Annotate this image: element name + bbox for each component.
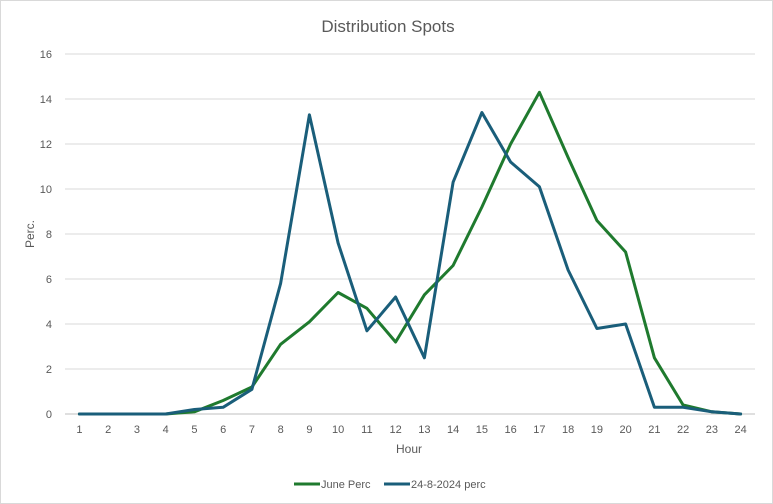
- x-tick-label: 23: [706, 424, 718, 436]
- x-tick-label: 7: [249, 424, 255, 436]
- x-tick-label: 22: [677, 424, 689, 436]
- legend-label: 24-8-2024 perc: [411, 479, 486, 491]
- x-tick-label: 2: [105, 424, 111, 436]
- series-line-2: [77, 111, 743, 416]
- x-tick-label: 14: [447, 424, 459, 436]
- x-tick-label: 6: [220, 424, 226, 436]
- y-axis-ticks: 0 2 4 6 8 10 12 14 16: [40, 49, 52, 421]
- y-tick-label: 10: [40, 184, 52, 196]
- y-tick-label: 4: [46, 319, 52, 331]
- x-tick-label: 4: [163, 424, 169, 436]
- y-tick-label: 16: [40, 49, 52, 61]
- y-axis-label: Perc.: [23, 220, 37, 248]
- x-tick-label: 12: [390, 424, 402, 436]
- gridlines: [65, 53, 755, 415]
- x-tick-label: 16: [505, 424, 517, 436]
- x-tick-label: 3: [134, 424, 140, 436]
- series-lines: [77, 90, 743, 416]
- x-tick-label: 21: [648, 424, 660, 436]
- x-tick-label: 10: [332, 424, 344, 436]
- x-tick-label: 20: [620, 424, 632, 436]
- x-tick-label: 9: [306, 424, 312, 436]
- series-line-1: [77, 90, 743, 416]
- x-axis-label: Hour: [396, 442, 422, 456]
- y-tick-label: 12: [40, 139, 52, 151]
- x-tick-label: 11: [361, 424, 372, 436]
- x-tick-label: 5: [191, 424, 197, 436]
- y-tick-label: 14: [40, 94, 52, 106]
- x-axis-ticks: 1 2 3 4 5 6 7 8 9 10 11 12 13 14 15 16 17 18 19 20 21 22 23 24: [76, 424, 746, 436]
- x-tick-label: 13: [418, 424, 430, 436]
- chart-title: Distribution Spots: [321, 17, 454, 36]
- x-tick-label: 1: [76, 424, 82, 436]
- legend-label: June Perc: [321, 479, 371, 491]
- legend: June Perc 24-8-2024 perc: [294, 479, 486, 491]
- y-tick-label: 2: [46, 364, 52, 376]
- x-tick-label: 24: [735, 424, 747, 436]
- x-tick-label: 17: [533, 424, 545, 436]
- y-tick-label: 0: [46, 409, 52, 421]
- x-tick-label: 19: [591, 424, 603, 436]
- x-tick-label: 15: [476, 424, 488, 436]
- x-tick-label: 18: [562, 424, 574, 436]
- x-tick-label: 8: [278, 424, 284, 436]
- y-tick-label: 6: [46, 274, 52, 286]
- y-tick-label: 8: [46, 229, 52, 241]
